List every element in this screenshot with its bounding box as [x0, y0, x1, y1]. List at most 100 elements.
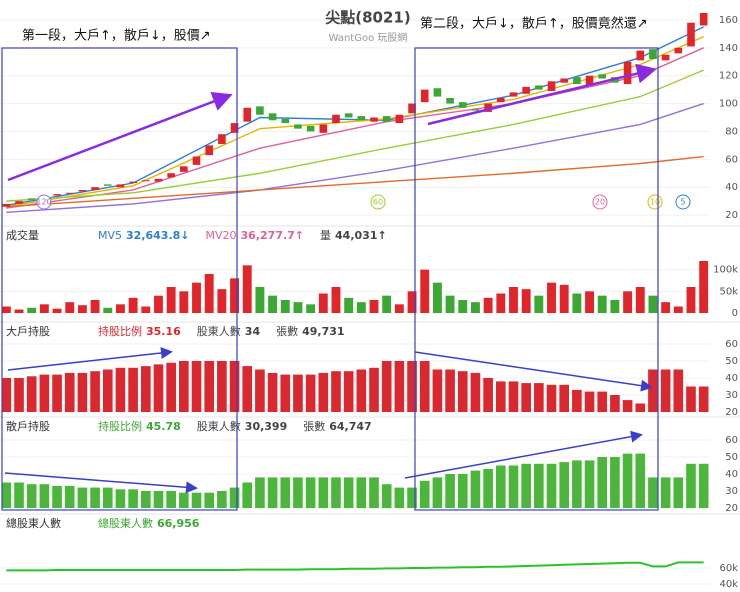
bar — [229, 487, 240, 508]
bar — [686, 463, 696, 508]
bar — [343, 371, 354, 412]
bar — [280, 374, 291, 412]
volume-bar — [331, 287, 341, 313]
candle — [395, 114, 404, 124]
volume-bar — [128, 297, 138, 313]
y-tick-label: 100k — [713, 265, 738, 276]
candle — [458, 102, 467, 108]
volume-bar — [255, 287, 265, 313]
volume-bar — [445, 295, 455, 313]
bar — [191, 492, 202, 508]
info-label: 張數 — [276, 325, 298, 338]
bar — [331, 477, 341, 508]
bar — [521, 383, 531, 412]
bar — [255, 477, 265, 508]
volume-bar — [39, 304, 49, 313]
panel-label: 大戶持股 — [6, 324, 50, 338]
info-value: 66,956 — [157, 517, 200, 530]
y-tick-label: 20 — [725, 210, 738, 221]
annotation: 第一段，大戶↑，散戶↓，股價↗ — [22, 29, 211, 44]
y-tick-label: 20 — [725, 503, 738, 514]
line — [6, 561, 704, 572]
bar — [622, 453, 633, 508]
bar — [102, 369, 113, 412]
bar — [419, 361, 430, 412]
bar — [660, 369, 671, 412]
y-tick-label: 0 — [732, 308, 738, 319]
bar — [179, 361, 189, 412]
volume-bar — [585, 291, 594, 313]
volume-bar — [521, 289, 531, 313]
candle — [78, 189, 87, 192]
y-tick-label: 40k — [719, 579, 738, 588]
ma-line — [6, 26, 704, 206]
bar — [660, 477, 671, 508]
volume-bar — [154, 295, 163, 313]
bar — [698, 386, 709, 412]
candle — [65, 192, 74, 194]
candle — [2, 203, 11, 207]
bar — [610, 395, 620, 412]
volume-bar — [623, 291, 633, 313]
bar — [597, 391, 608, 412]
volume-bar — [356, 302, 366, 313]
volume-bar — [268, 295, 278, 313]
bar — [495, 381, 506, 412]
bar — [77, 487, 88, 508]
info-label: 張數 — [303, 420, 325, 433]
volume-bar — [471, 302, 480, 313]
bar — [331, 371, 341, 412]
candle — [15, 201, 23, 204]
bar — [508, 465, 519, 508]
candle — [509, 92, 518, 97]
candle — [636, 50, 645, 61]
candle — [243, 107, 252, 122]
bar — [293, 477, 303, 508]
candle — [560, 78, 568, 83]
y-tick-label: 160 — [719, 15, 738, 26]
bar — [356, 369, 367, 412]
candle — [281, 118, 290, 124]
volume-bar — [116, 304, 125, 313]
candle — [230, 123, 239, 133]
info-label: MV5 — [98, 229, 122, 242]
bar — [102, 487, 113, 508]
bar — [255, 369, 265, 412]
bar — [356, 477, 367, 508]
trend-arrow — [427, 63, 657, 126]
candle — [661, 54, 670, 61]
volume-bar — [534, 295, 544, 313]
info-value: 49,731 — [302, 325, 344, 338]
candle — [598, 74, 607, 79]
candle — [205, 145, 213, 156]
volume-bar — [610, 300, 620, 313]
bar — [445, 369, 455, 412]
bar — [381, 484, 392, 508]
bar — [457, 371, 468, 412]
volume-bar — [407, 291, 417, 313]
bar — [457, 474, 468, 508]
candle — [674, 47, 683, 54]
bar — [343, 477, 354, 508]
panel-label: 散戶持股 — [6, 419, 50, 433]
bar — [267, 372, 278, 412]
volume-bar — [52, 308, 62, 313]
bar — [242, 366, 253, 412]
bar — [26, 376, 37, 412]
volume-bar — [572, 293, 582, 313]
candle — [649, 49, 657, 59]
y-tick-label: 100 — [719, 99, 738, 110]
volume-bar — [192, 282, 201, 313]
candle — [344, 113, 353, 118]
y-tick-label: 80 — [725, 126, 738, 137]
bar — [115, 489, 126, 508]
volume-bar — [394, 304, 404, 313]
panel-label: 總股東人數 — [6, 516, 61, 530]
volume-bar — [432, 282, 442, 313]
bar — [407, 361, 417, 412]
info-value: 44,031↑ — [335, 229, 387, 242]
bar — [318, 372, 329, 412]
volume-bar — [369, 300, 379, 313]
volume-bar — [635, 287, 645, 313]
